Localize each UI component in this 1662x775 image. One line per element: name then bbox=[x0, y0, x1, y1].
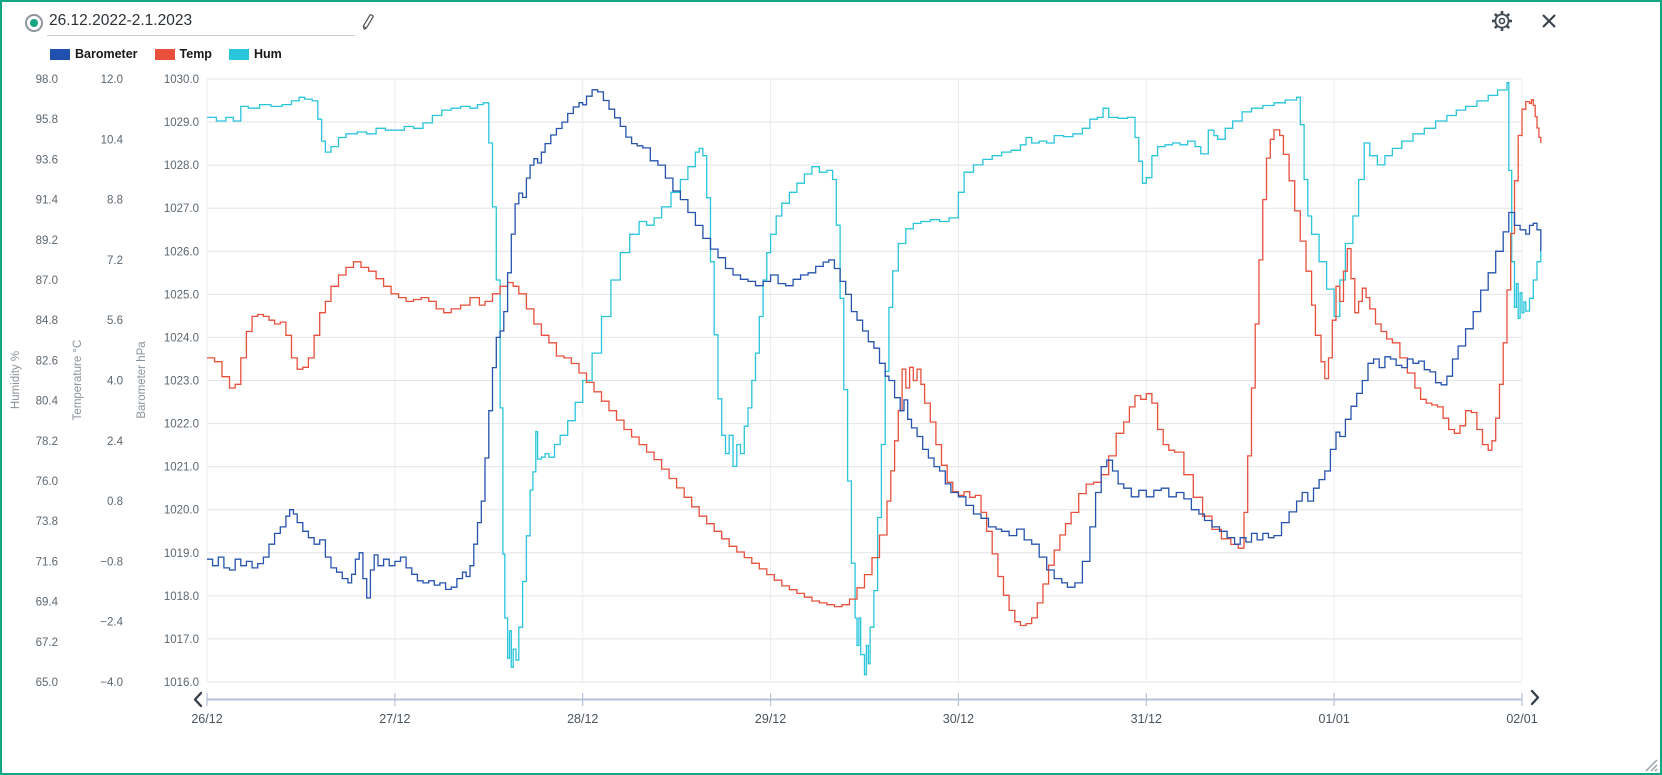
svg-text:26/12: 26/12 bbox=[191, 712, 222, 726]
svg-text:12.0: 12.0 bbox=[101, 74, 123, 86]
svg-text:78.2: 78.2 bbox=[36, 436, 58, 448]
horizontal-gridlines bbox=[207, 78, 1522, 683]
svg-text:0.8: 0.8 bbox=[107, 496, 123, 508]
legend-item-hum[interactable]: Hum bbox=[228, 47, 282, 61]
svg-text:1023.0: 1023.0 bbox=[164, 376, 199, 388]
svg-text:1019.0: 1019.0 bbox=[164, 548, 199, 560]
barometer-swatch-icon bbox=[50, 48, 70, 60]
axis-titles: Humidity % Temperature °C Barometer hPa bbox=[10, 340, 148, 421]
resize-grip[interactable] bbox=[1643, 757, 1658, 772]
scroll-left-button[interactable] bbox=[190, 689, 206, 710]
barometer-tick-labels: 1030.0 1029.0 1028.0 1027.0 1026.0 1025.0 1024… bbox=[164, 74, 199, 689]
humidity-tick-labels: 98.0 95.8 93.6 91.4 89.2 87.0 84.8 82.6 80.4 78.2… bbox=[36, 74, 59, 689]
resize-grip-icon bbox=[1645, 759, 1658, 772]
svg-text:2.4: 2.4 bbox=[107, 436, 124, 448]
svg-text:1021.0: 1021.0 bbox=[164, 462, 199, 474]
svg-text:7.2: 7.2 bbox=[107, 255, 123, 267]
svg-text:95.8: 95.8 bbox=[36, 114, 58, 126]
svg-text:89.2: 89.2 bbox=[36, 235, 58, 247]
pencil-icon bbox=[362, 14, 374, 30]
svg-text:1028.0: 1028.0 bbox=[164, 160, 199, 172]
svg-text:01/01: 01/01 bbox=[1319, 712, 1350, 726]
svg-text:93.6: 93.6 bbox=[36, 154, 58, 166]
svg-text:4.0: 4.0 bbox=[107, 376, 123, 388]
svg-text:1024.0: 1024.0 bbox=[164, 332, 199, 344]
svg-text:29/12: 29/12 bbox=[755, 712, 786, 726]
record-dot-icon bbox=[30, 19, 38, 27]
svg-text:1017.0: 1017.0 bbox=[164, 634, 199, 646]
legend-item-temp[interactable]: Temp bbox=[154, 47, 212, 61]
svg-text:1027.0: 1027.0 bbox=[164, 203, 199, 215]
record-indicator-radio[interactable] bbox=[25, 14, 43, 32]
svg-text:Barometer hPa: Barometer hPa bbox=[136, 341, 148, 419]
svg-text:27/12: 27/12 bbox=[379, 712, 410, 726]
svg-text:1026.0: 1026.0 bbox=[164, 246, 199, 258]
edit-date-button[interactable] bbox=[360, 13, 375, 32]
legend: Barometer Temp Hum bbox=[50, 47, 299, 61]
svg-text:28/12: 28/12 bbox=[567, 712, 598, 726]
svg-text:1030.0: 1030.0 bbox=[164, 74, 199, 86]
svg-text:1029.0: 1029.0 bbox=[164, 117, 199, 129]
gear-icon bbox=[1492, 11, 1512, 31]
series-barometer bbox=[207, 89, 1542, 599]
svg-text:67.2: 67.2 bbox=[36, 637, 58, 649]
svg-text:1020.0: 1020.0 bbox=[164, 505, 199, 517]
svg-text:76.0: 76.0 bbox=[36, 476, 58, 488]
svg-text:30/12: 30/12 bbox=[943, 712, 974, 726]
x-axis-labels: 26/12 27/12 28/12 29/12 30/12 31/12 01/01 02/01 bbox=[191, 712, 1537, 726]
svg-text:1025.0: 1025.0 bbox=[164, 289, 199, 301]
svg-text:Temperature °C: Temperature °C bbox=[72, 340, 84, 421]
svg-text:91.4: 91.4 bbox=[36, 195, 59, 207]
svg-text:65.0: 65.0 bbox=[36, 677, 58, 689]
svg-text:1022.0: 1022.0 bbox=[164, 419, 199, 431]
legend-label: Temp bbox=[179, 47, 212, 61]
close-button[interactable] bbox=[1541, 13, 1557, 29]
svg-text:84.8: 84.8 bbox=[36, 315, 58, 327]
svg-text:87.0: 87.0 bbox=[36, 275, 58, 287]
close-icon bbox=[1542, 14, 1556, 28]
legend-item-barometer[interactable]: Barometer bbox=[50, 47, 138, 61]
svg-text:73.8: 73.8 bbox=[36, 516, 58, 528]
svg-text:80.4: 80.4 bbox=[36, 396, 59, 408]
scroll-right-button[interactable] bbox=[1527, 687, 1543, 708]
svg-text:71.6: 71.6 bbox=[36, 556, 58, 568]
svg-text:82.6: 82.6 bbox=[36, 355, 58, 367]
timeline-axis bbox=[206, 693, 1523, 706]
date-range-underline bbox=[47, 35, 355, 36]
svg-text:−0.8: −0.8 bbox=[100, 556, 123, 568]
svg-text:5.6: 5.6 bbox=[107, 315, 123, 327]
settings-button[interactable] bbox=[1491, 10, 1513, 32]
chevron-right-icon bbox=[1530, 689, 1540, 706]
legend-label: Hum bbox=[253, 47, 282, 61]
svg-text:98.0: 98.0 bbox=[36, 74, 58, 86]
series-temp bbox=[207, 99, 1542, 627]
svg-text:1018.0: 1018.0 bbox=[164, 591, 199, 603]
svg-text:−2.4: −2.4 bbox=[100, 617, 123, 629]
svg-text:10.4: 10.4 bbox=[101, 134, 124, 146]
series-hum bbox=[207, 82, 1542, 676]
svg-text:−4.0: −4.0 bbox=[100, 677, 123, 689]
svg-text:69.4: 69.4 bbox=[36, 597, 59, 609]
svg-text:31/12: 31/12 bbox=[1131, 712, 1162, 726]
temp-swatch-icon bbox=[154, 48, 175, 60]
hum-swatch-icon bbox=[228, 48, 249, 60]
chevron-left-icon bbox=[193, 691, 203, 708]
svg-text:1016.0: 1016.0 bbox=[164, 677, 199, 689]
date-range-field[interactable]: 26.12.2022-2.1.2023 bbox=[49, 12, 193, 29]
svg-text:8.8: 8.8 bbox=[107, 195, 123, 207]
temperature-tick-labels: 12.0 10.4 8.8 7.2 5.6 4.0 2.4 0.8 −0.8 −2.4 −4.0 bbox=[100, 74, 123, 689]
svg-text:02/01: 02/01 bbox=[1506, 712, 1537, 726]
legend-label: Barometer bbox=[75, 47, 138, 61]
svg-text:Humidity %: Humidity % bbox=[10, 351, 22, 409]
